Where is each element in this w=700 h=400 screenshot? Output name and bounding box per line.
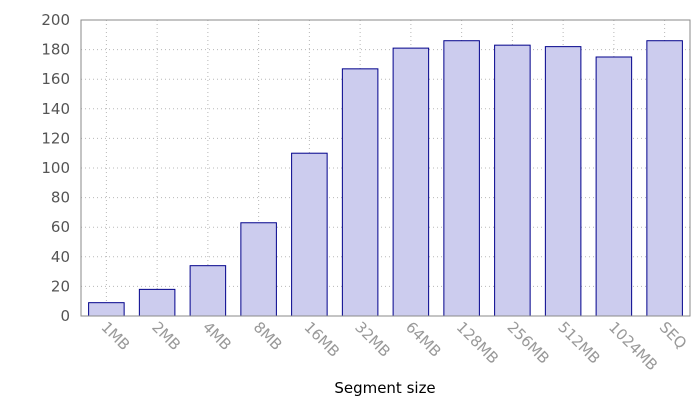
y-tick-label: 40: [51, 248, 70, 266]
x-tick-label: 512MB: [554, 318, 603, 367]
x-tick-label: 1MB: [98, 318, 134, 354]
y-tick-label: 180: [41, 41, 70, 59]
bar-512mb: [544, 46, 582, 317]
x-tick-label: 8MB: [250, 318, 286, 354]
x-axis-ticks: 1MB 2MB 4MB 8MB 16MB 32MB 64MB 128MB 256MB 512MB 1…: [98, 318, 691, 374]
y-tick-label: 60: [51, 218, 70, 236]
y-axis-ticks: 0 20 40 60 80 100 120 140 160 180 200: [41, 11, 70, 325]
x-axis-label: Segment size: [334, 379, 435, 397]
x-tick-label: 16MB: [301, 318, 344, 361]
bar-64mb: [392, 47, 430, 317]
x-tick-label: 2MB: [148, 318, 184, 354]
bar-128mb: [443, 40, 480, 317]
x-tick-label: 64MB: [402, 318, 445, 361]
x-tick-label: SEQ: [656, 318, 691, 353]
x-tick-label: 256MB: [504, 318, 553, 367]
bar-seq: [646, 40, 683, 317]
y-tick-label: 140: [41, 100, 70, 118]
x-tick-label: 128MB: [453, 318, 502, 367]
bar-2mb: [138, 288, 176, 317]
y-tick-label: 20: [51, 277, 70, 295]
bar-4mb: [189, 265, 227, 317]
y-tick-label: 80: [51, 189, 70, 207]
x-tick-label: 32MB: [351, 318, 394, 361]
y-tick-label: 100: [41, 159, 70, 177]
bar-16mb: [291, 152, 328, 317]
x-tick-label: 1024MB: [605, 318, 661, 374]
y-tick-label: 0: [60, 307, 70, 325]
plot-frame: [80, 19, 691, 317]
bars: [88, 40, 683, 317]
bar-32mb: [341, 68, 379, 317]
bar-1024mb: [595, 56, 633, 317]
bar-8mb: [240, 222, 277, 317]
y-tick-label: 160: [41, 70, 70, 88]
x-tick-label: 4MB: [199, 318, 235, 354]
bar-256mb: [494, 44, 531, 317]
y-tick-label: 120: [41, 129, 70, 147]
y-tick-label: 200: [41, 11, 70, 29]
bar-1mb: [88, 302, 125, 317]
